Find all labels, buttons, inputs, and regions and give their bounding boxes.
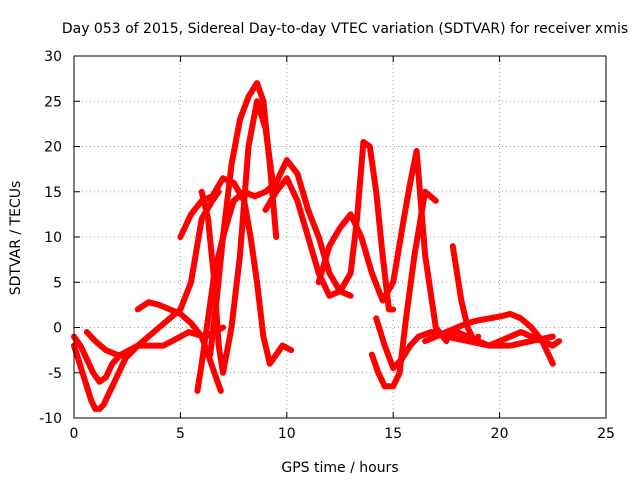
x-tick-label: 15 [384,426,402,442]
series-arc-2 [71,342,129,412]
y-tick-label: 0 [53,321,62,337]
series-layer [71,80,563,412]
y-tick-label: 5 [53,275,62,291]
y-axis-title: SDTVAR / TECUs [8,181,24,296]
series-arc-9 [262,139,397,313]
series-arc-7 [198,98,277,376]
y-tick-label: -5 [48,366,62,382]
y-tick-label: 15 [44,185,62,201]
series-arc-15 [449,243,482,345]
grid-layer [74,56,606,418]
y-tick-label: 25 [44,94,62,110]
chart-title: Day 053 of 2015, Sidereal Day-to-day VTE… [62,21,628,37]
axis-layer: 0 5 10 15 20 25 -10 -5 0 5 10 15 20 25 30 [39,49,615,442]
series-arc-14 [443,329,563,349]
x-tick-label: 5 [176,426,185,442]
x-tick-label: 10 [278,426,296,442]
y-tick-label: 30 [44,49,62,65]
y-tick-label: 20 [44,140,62,156]
series-arc-13 [422,310,556,367]
x-tick-label: 20 [491,426,509,442]
series-arc-10 [315,148,450,345]
x-tick-label: 25 [597,426,615,442]
series-arc-11 [368,188,439,390]
y-tick-label: -10 [39,411,62,427]
x-axis-title: GPS time / hours [281,460,398,476]
x-tick-label: 0 [70,426,79,442]
series-arc-3 [83,188,222,360]
series-arc-6 [194,80,280,394]
series-arc-12 [373,315,556,372]
y-tick-label: 10 [44,230,62,246]
series-arc-4 [134,299,224,394]
